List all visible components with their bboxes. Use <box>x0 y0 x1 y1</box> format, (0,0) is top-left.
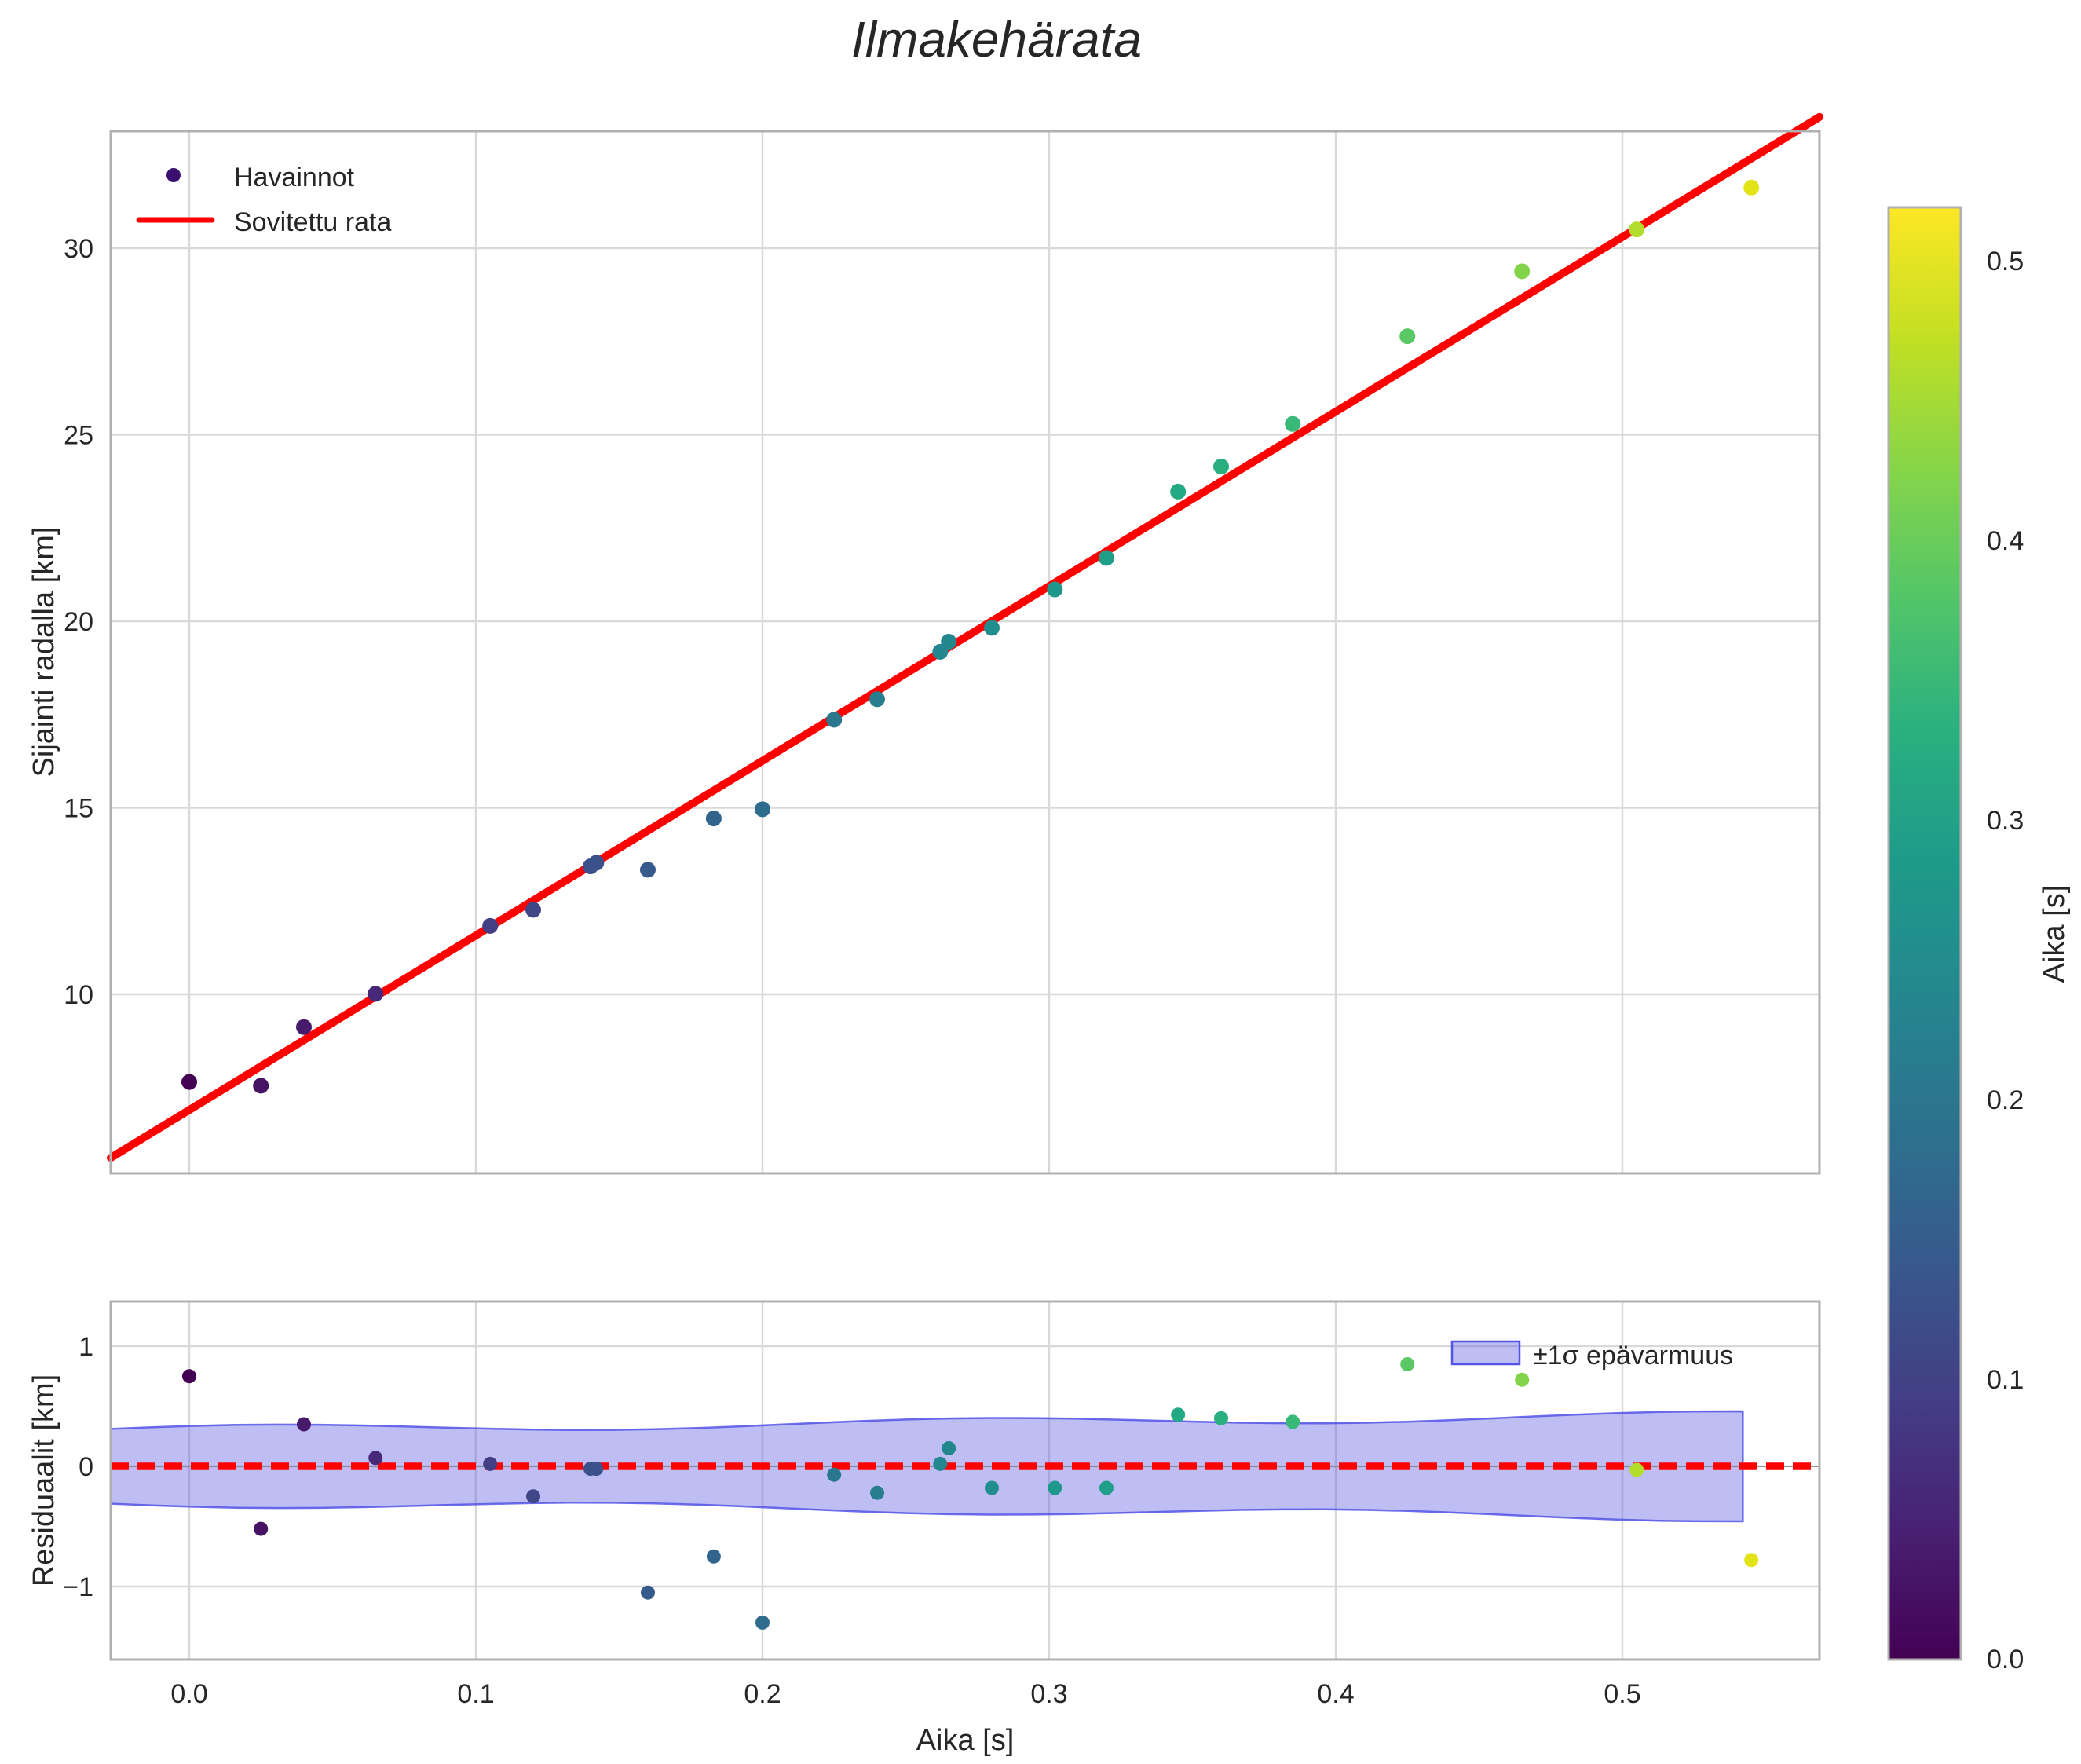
svg-text:0.5: 0.5 <box>1987 247 2024 276</box>
svg-text:0.4: 0.4 <box>1317 1679 1354 1709</box>
svg-text:30: 30 <box>64 234 93 264</box>
svg-text:Aika [s]: Aika [s] <box>2038 885 2071 983</box>
svg-text:0.2: 0.2 <box>744 1679 781 1709</box>
svg-text:0.4: 0.4 <box>1987 526 2024 556</box>
svg-text:Aika [s]: Aika [s] <box>916 1724 1015 1757</box>
svg-text:±1σ epävarmuus: ±1σ epävarmuus <box>1533 1341 1733 1371</box>
svg-text:−1: −1 <box>63 1572 93 1602</box>
svg-text:0.1: 0.1 <box>1987 1365 2024 1395</box>
svg-text:0.0: 0.0 <box>170 1679 207 1709</box>
svg-text:0.2: 0.2 <box>1987 1085 2024 1115</box>
svg-text:20: 20 <box>64 607 93 637</box>
svg-text:Sijainti radalla [km]: Sijainti radalla [km] <box>27 527 60 778</box>
svg-text:15: 15 <box>64 794 93 824</box>
svg-text:0.5: 0.5 <box>1604 1679 1640 1709</box>
svg-text:0.3: 0.3 <box>1030 1679 1067 1709</box>
svg-text:1: 1 <box>79 1332 93 1362</box>
svg-text:Ilmakehärata: Ilmakehärata <box>851 11 1142 68</box>
svg-text:Sovitettu rata: Sovitettu rata <box>234 207 391 237</box>
svg-text:25: 25 <box>64 421 93 451</box>
svg-text:Residuaalit [km]: Residuaalit [km] <box>27 1374 60 1587</box>
svg-text:Havainnot: Havainnot <box>234 163 355 192</box>
svg-text:0.1: 0.1 <box>457 1679 494 1709</box>
svg-text:0: 0 <box>79 1452 93 1482</box>
svg-text:0.0: 0.0 <box>1987 1645 2024 1674</box>
svg-text:10: 10 <box>64 980 93 1010</box>
svg-text:0.3: 0.3 <box>1987 806 2024 836</box>
